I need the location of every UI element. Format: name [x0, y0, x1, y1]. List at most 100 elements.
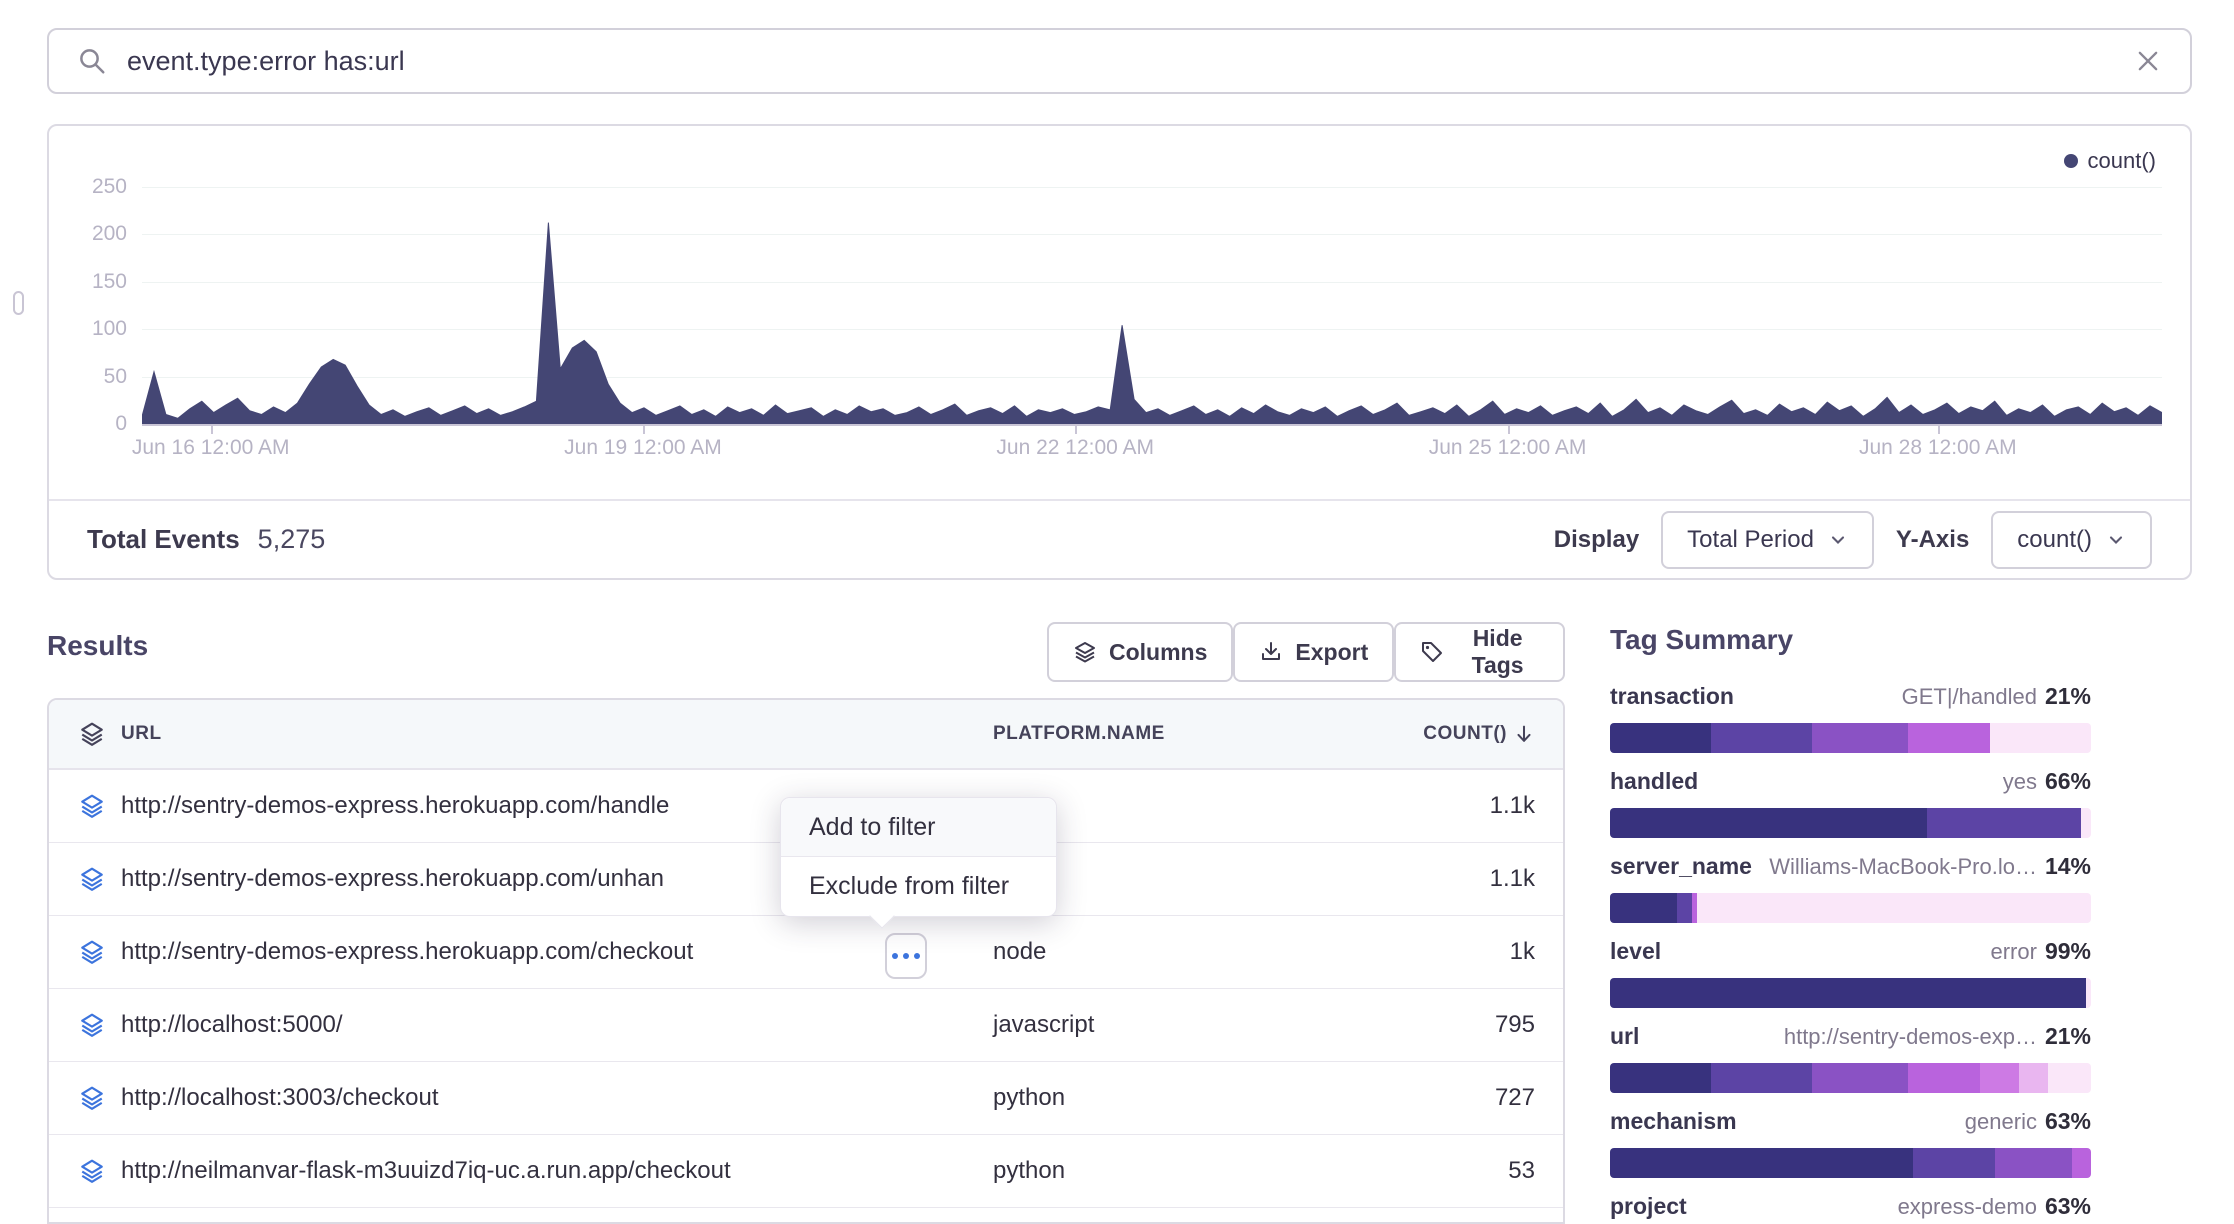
tag-name: server_name [1610, 853, 1752, 879]
y-axis-tick-label: 0 [115, 412, 127, 435]
tag-bar-segment[interactable] [1610, 1148, 1914, 1178]
cell-url[interactable]: http://localhost:5000/ [121, 1011, 343, 1038]
tag-bar-segment[interactable] [1610, 808, 1928, 838]
tag-bar-segment[interactable] [1691, 893, 1697, 923]
table-row[interactable]: http://localhost:3003/checkout python 727 [49, 1062, 1563, 1135]
cell-platform[interactable]: node [993, 938, 1047, 965]
y-axis-tick-label: 150 [91, 269, 127, 293]
tag-bar-segment[interactable] [2081, 808, 2091, 838]
display-label: Display [1553, 525, 1640, 553]
x-axis-tick-label: Jun 19 12:00 AM [564, 436, 722, 459]
tag-bar-segment[interactable] [1908, 1063, 1981, 1093]
tag-bar-segment[interactable] [1610, 893, 1678, 923]
tag-top-percent: 99% [2044, 938, 2091, 964]
tag-name: level [1610, 938, 1662, 964]
table-row[interactable]: http://sentry-demos-express.herokuapp.co… [49, 916, 1563, 989]
cell-url[interactable]: http://localhost:3003/checkout [121, 1084, 439, 1111]
display-select[interactable]: Total Period [1661, 510, 1874, 569]
tag-bar-segment[interactable] [1812, 1063, 1909, 1093]
column-header-platform[interactable]: PLATFORM.NAME [993, 723, 1165, 744]
cell-platform[interactable]: python [993, 1084, 1066, 1111]
search-bar[interactable]: event.type:error has:url [47, 28, 2192, 94]
tag-bar-segment[interactable] [2047, 1063, 2091, 1093]
column-header-url[interactable]: URL [121, 723, 162, 744]
tag-bar-segment[interactable] [1677, 893, 1692, 923]
table-row[interactable]: http://sentry-demos-express.herokuapp.co… [49, 770, 1563, 843]
columns-button-label: Columns [1109, 638, 1208, 665]
column-header-count[interactable]: COUNT() [1413, 723, 1563, 745]
menu-item-add-to-filter[interactable]: Add to filter [781, 798, 1056, 857]
tag-bar-segment[interactable] [2086, 978, 2091, 1008]
cell-url[interactable]: http://neilmanvar-flask-m3uuizd7iq-uc.a.… [121, 1157, 731, 1184]
tag-bar-segment[interactable] [1711, 723, 1812, 753]
tag-name: project [1610, 1193, 1687, 1219]
tag-distribution-bar[interactable] [1610, 723, 2091, 753]
tag-bar-segment[interactable] [1927, 808, 2082, 838]
tag-distribution-bar[interactable] [1610, 978, 2091, 1008]
cell-count: 1.1k [1489, 865, 1535, 892]
tag-row-mechanism: mechanism generic 63% [1610, 1108, 2091, 1178]
tag-distribution-bar[interactable] [1610, 808, 2091, 838]
tag-bar-segment[interactable] [2071, 1148, 2091, 1178]
stack-icon [49, 1085, 107, 1111]
legend-dot-icon [2063, 154, 2078, 168]
events-chart-panel: count() 0 50 100 150 200 250 Jun 16 12:00 AM J… [47, 124, 2192, 580]
clear-search-icon[interactable] [2134, 47, 2162, 75]
cell-actions-button[interactable] [885, 933, 927, 979]
tag-bar-segment[interactable] [1610, 1063, 1711, 1093]
tag-top-value: http://sentry-demos-exp… [1783, 1024, 2037, 1049]
stack-icon [49, 939, 107, 965]
total-events-value: 5,275 [257, 524, 326, 554]
x-axis-line [142, 424, 2162, 426]
tag-top-percent: 63% [2044, 1108, 2091, 1134]
export-button[interactable]: Export [1233, 622, 1395, 682]
menu-item-exclude-from-filter[interactable]: Exclude from filter [809, 872, 1010, 900]
tag-bar-segment[interactable] [1980, 1063, 2019, 1093]
tag-row-project: project express-demo 63% [1610, 1193, 2091, 1220]
events-area-chart[interactable] [142, 177, 2162, 424]
tag-bar-segment[interactable] [1696, 893, 2091, 923]
gridline [142, 329, 2162, 330]
tag-bar-segment[interactable] [1913, 1148, 1995, 1178]
table-row[interactable]: http://neilmanvar-flask-m3uuizd7iq-uc.a.… [49, 1135, 1563, 1208]
tag-bar-segment[interactable] [1711, 1063, 1812, 1093]
stack-icon [49, 1158, 107, 1184]
tag-row-transaction: transaction GET|/handled 21% [1610, 683, 2091, 753]
sort-desc-icon [1513, 723, 1535, 745]
cell-count: 1k [1509, 938, 1535, 965]
tag-bar-segment[interactable] [2018, 1063, 2048, 1093]
tag-distribution-bar[interactable] [1610, 1148, 2091, 1178]
tag-bar-segment[interactable] [1610, 723, 1711, 753]
tag-bar-segment[interactable] [1908, 723, 1990, 753]
gridline [142, 376, 2162, 378]
cell-url[interactable]: http://sentry-demos-express.herokuapp.co… [121, 938, 694, 965]
tag-icon [1420, 640, 1444, 664]
results-table: URL PLATFORM.NAME COUNT() http://sentry-… [47, 698, 1565, 1224]
chart-legend: count() [2063, 148, 2156, 174]
tag-distribution-bar[interactable] [1610, 893, 2091, 923]
tag-bar-segment[interactable] [1812, 723, 1909, 753]
cell-url[interactable]: http://sentry-demos-express.herokuapp.co… [121, 792, 670, 819]
search-input[interactable]: event.type:error has:url [127, 45, 405, 76]
tag-bar-segment[interactable] [1989, 723, 2091, 753]
stack-icon [49, 721, 107, 747]
chart-footer: Total Events 5,275 Display Total Period … [49, 499, 2190, 578]
yaxis-select[interactable]: count() [1991, 510, 2152, 569]
tag-distribution-bar[interactable] [1610, 1063, 2091, 1093]
panel-resize-handle[interactable] [13, 291, 24, 315]
cell-platform[interactable]: python [993, 1157, 1066, 1184]
tag-top-percent: 63% [2044, 1193, 2091, 1219]
table-row[interactable]: http://localhost:5000/javascript 795 [49, 989, 1563, 1062]
cell-platform[interactable]: javascript [993, 1011, 1095, 1038]
tag-bar-segment[interactable] [1610, 978, 2087, 1008]
hide-tags-button[interactable]: Hide Tags [1394, 622, 1565, 682]
legend-label: count() [2087, 148, 2156, 173]
columns-button[interactable]: Columns [1047, 622, 1234, 682]
cell-url[interactable]: http://sentry-demos-express.herokuapp.co… [121, 865, 664, 892]
x-axis-tick-label: Jun 28 12:00 AM [1858, 436, 2017, 459]
stack-icon [49, 866, 107, 892]
stack-icon [49, 793, 107, 819]
tag-bar-segment[interactable] [1994, 1148, 2072, 1178]
tag-row-handled: handled yes 66% [1610, 768, 2091, 838]
